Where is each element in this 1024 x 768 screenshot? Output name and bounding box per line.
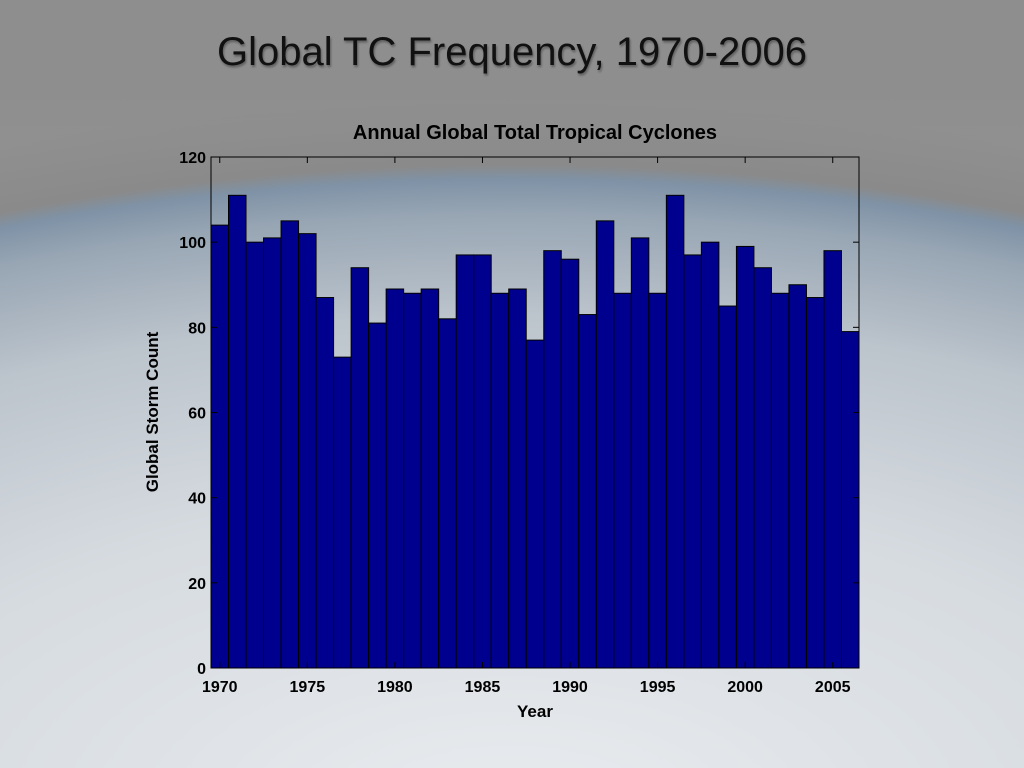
bar-1973 <box>263 237 282 669</box>
bar-2000 <box>735 245 755 669</box>
bar-1982 <box>420 288 440 669</box>
x-tick-label: 1990 <box>552 679 588 696</box>
y-tick-label: 80 <box>188 320 206 337</box>
bar-1980 <box>385 288 405 669</box>
bar-1974 <box>280 220 300 669</box>
bar-1981 <box>403 292 422 669</box>
bar-1990 <box>560 258 580 669</box>
x-tick-label: 2000 <box>727 679 763 696</box>
bar-2004 <box>805 297 825 669</box>
bar-1992 <box>595 220 615 669</box>
x-axis: 1970 1975 1980 1985 1990 1995 2000 2005 <box>202 157 851 696</box>
bar-1998 <box>700 241 720 669</box>
bar-1970 <box>210 224 230 669</box>
bar-1984 <box>455 254 475 669</box>
x-tick-label: 1970 <box>202 679 238 696</box>
bar-1971 <box>228 194 247 669</box>
x-tick-label: 1980 <box>377 679 413 696</box>
bar-2001 <box>753 267 772 669</box>
bar-2006 <box>840 331 860 669</box>
bar-1989 <box>543 250 562 669</box>
bar-2003 <box>788 284 807 669</box>
slide-background <box>0 0 1024 150</box>
bar-1985 <box>473 254 492 669</box>
chart-title: Annual Global Total Tropical Cyclones <box>353 122 717 144</box>
bar-1988 <box>525 339 545 669</box>
x-tick-label: 1985 <box>465 679 501 696</box>
bar-1994 <box>630 237 650 669</box>
bar-1975 <box>298 233 317 669</box>
bar-1972 <box>245 241 265 669</box>
bar-1996 <box>665 194 685 669</box>
bar-1995 <box>648 292 667 669</box>
y-tick-label: 100 <box>179 235 206 252</box>
x-tick-label: 1975 <box>290 679 326 696</box>
bar-1991 <box>578 314 597 669</box>
y-tick-label: 40 <box>188 491 206 508</box>
x-tick-label: 1995 <box>640 679 676 696</box>
y-tick-label: 20 <box>188 576 206 593</box>
bar-1993 <box>613 292 632 669</box>
slide-title: Global TC Frequency, 1970-2006 <box>217 30 807 74</box>
bar-1986 <box>490 292 510 669</box>
y-axis-label: Global Storm Count <box>143 331 162 492</box>
bar-1979 <box>368 322 387 669</box>
bar-2005 <box>823 250 842 669</box>
bar-1976 <box>315 297 335 669</box>
bar-1987 <box>508 288 527 669</box>
bar-1999 <box>718 305 737 669</box>
y-tick-label: 0 <box>197 661 206 678</box>
bar-2002 <box>770 292 790 669</box>
bar-1997 <box>683 254 702 669</box>
x-axis-label: Year <box>517 702 553 721</box>
bars-group <box>210 194 860 669</box>
y-tick-label: 60 <box>188 406 206 423</box>
y-axis: 0 20 40 60 80 100 120 <box>179 150 859 678</box>
bar-1983 <box>438 318 457 669</box>
bar-1978 <box>350 267 370 669</box>
bar-1977 <box>333 356 352 669</box>
x-tick-label: 2005 <box>815 679 851 696</box>
y-tick-label: 120 <box>179 150 206 167</box>
